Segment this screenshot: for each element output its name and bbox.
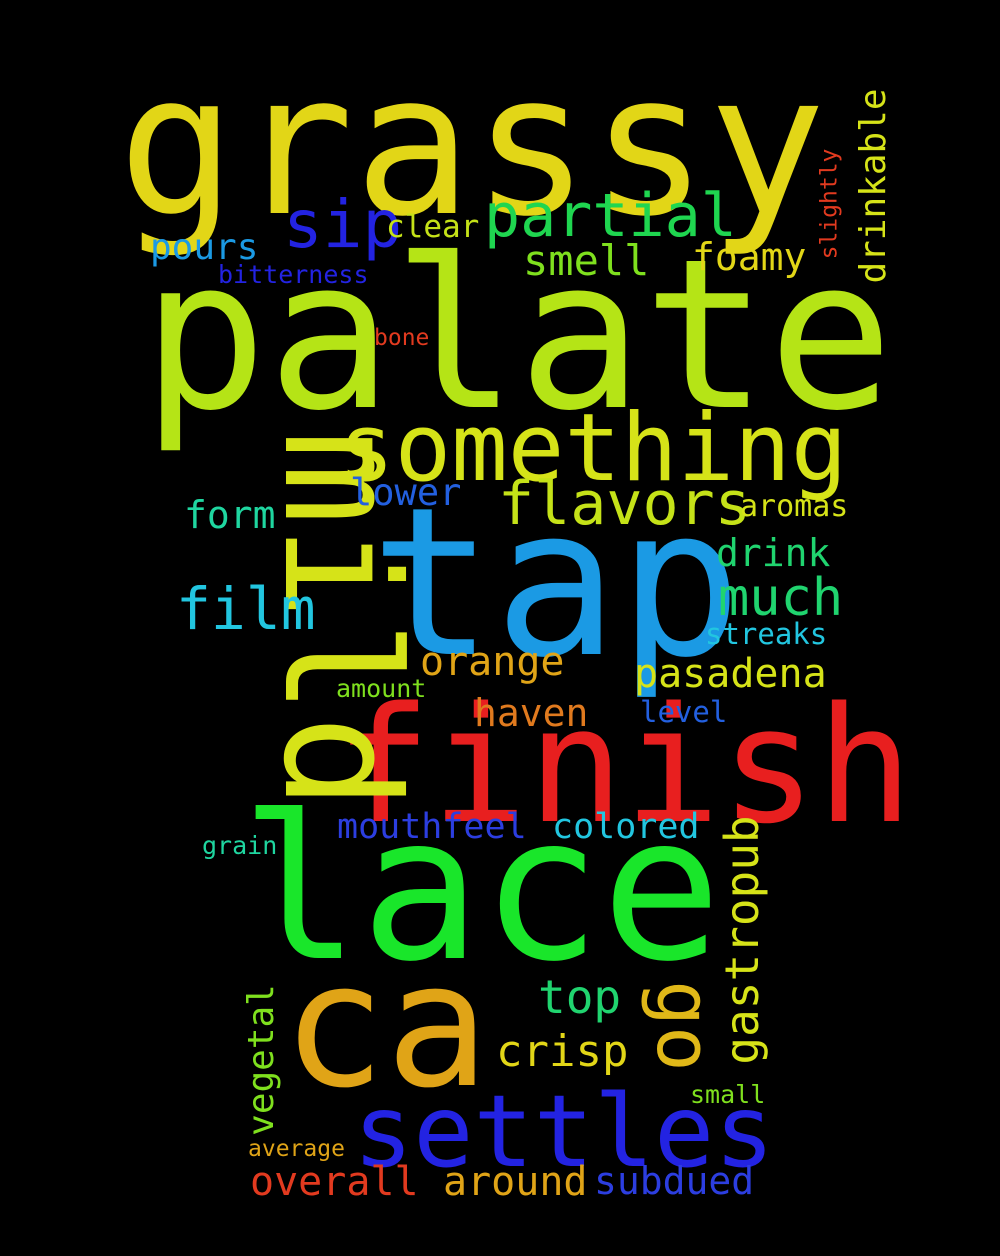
word: pours — [150, 227, 259, 268]
word: form — [184, 493, 276, 537]
word: smell — [523, 236, 650, 285]
word: ca — [282, 925, 490, 1126]
word: bitterness — [218, 260, 369, 289]
word: go — [640, 980, 729, 1072]
word: film — [176, 575, 316, 643]
word: amount — [336, 674, 427, 703]
word: vegetal — [241, 984, 282, 1136]
word: settles — [353, 1073, 775, 1190]
word: orange — [420, 639, 565, 685]
word: something — [338, 394, 848, 503]
word: around — [443, 1159, 588, 1205]
word: finish — [335, 672, 913, 859]
word: haven — [474, 691, 589, 735]
word: grain — [202, 831, 278, 860]
word: crisp — [496, 1026, 629, 1077]
word: mouthfeel — [337, 807, 527, 847]
word: clear — [386, 209, 480, 245]
word: flavors — [498, 469, 751, 539]
word: pasadena — [634, 651, 827, 697]
word: sip — [283, 186, 403, 263]
word: colored — [552, 807, 700, 847]
word: drink — [716, 531, 831, 575]
word: bone — [374, 325, 430, 351]
word: drinkable — [853, 88, 894, 284]
word: much — [718, 568, 844, 628]
word: tap — [370, 463, 743, 703]
word: average — [248, 1136, 345, 1162]
word: partial — [484, 181, 737, 251]
word: overall — [250, 1159, 419, 1205]
word: grassy — [118, 32, 827, 260]
word: streaks — [705, 617, 828, 651]
word: lower — [350, 471, 462, 514]
word: top — [538, 970, 622, 1024]
word: palate — [142, 215, 894, 457]
word: small — [690, 1080, 766, 1109]
word: slightly — [816, 148, 843, 260]
word: lace — [240, 773, 722, 1006]
word: level — [640, 695, 728, 729]
word: subdued — [594, 1159, 755, 1203]
word: aromas — [740, 489, 849, 524]
word: foamy — [692, 235, 807, 279]
